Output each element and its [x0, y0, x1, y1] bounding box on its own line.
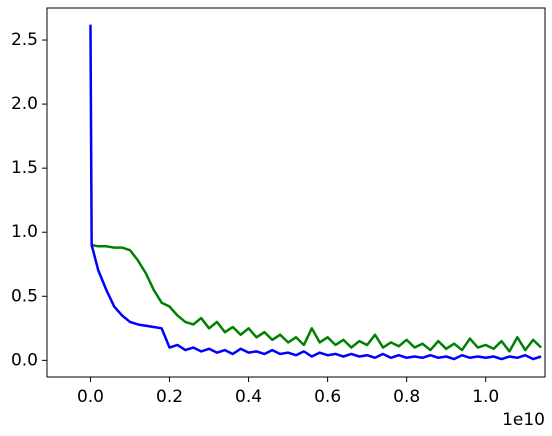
x-tick-label: 0.4	[235, 387, 262, 407]
y-tick-label: 1.5	[11, 158, 38, 178]
y-tick-label: 2.0	[11, 94, 38, 114]
y-tick-label: 0.5	[11, 286, 38, 306]
y-tick-label: 2.5	[11, 30, 38, 50]
line-series	[90, 243, 542, 353]
line-series	[89, 24, 542, 361]
x-tick-label: 0.8	[393, 387, 420, 407]
x-tick-label: 0.2	[156, 387, 183, 407]
plot-frame	[46, 7, 546, 378]
x-tick-label: 0.6	[314, 387, 341, 407]
y-tick-label: 0.0	[11, 350, 38, 370]
x-tick-label: 1.0	[472, 387, 499, 407]
x-offset-label: 1e10	[502, 410, 545, 430]
x-tick-label: 0.0	[77, 387, 104, 407]
y-tick-label: 1.0	[11, 222, 38, 242]
